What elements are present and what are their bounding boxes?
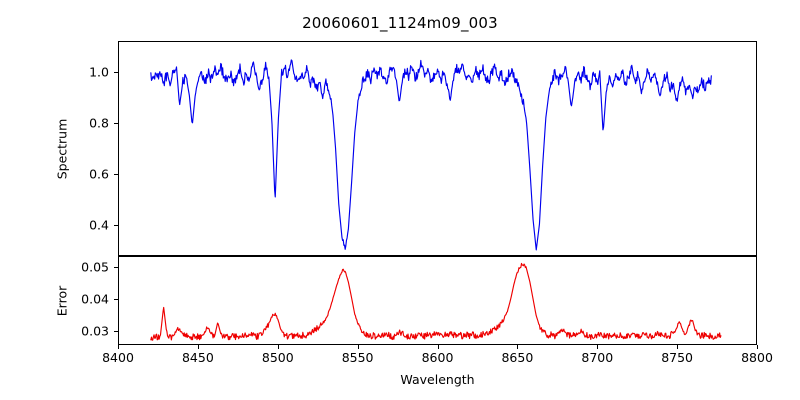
wavelength-tick-mark bbox=[517, 345, 519, 349]
wavelength-tick-label: 8600 bbox=[421, 350, 454, 365]
wavelength-tick-mark bbox=[757, 345, 759, 349]
wavelength-tick-mark bbox=[437, 345, 439, 349]
wavelength-tick-mark bbox=[357, 345, 359, 349]
wavelength-tick-label: 8500 bbox=[261, 350, 294, 365]
wavelength-tick-label: 8700 bbox=[581, 350, 614, 365]
wavelength-tick-mark bbox=[677, 345, 679, 349]
wavelength-tick-label: 8750 bbox=[661, 350, 693, 365]
error-ytick-label: 0.03 bbox=[81, 323, 109, 339]
wavelength-axis-label: Wavelength bbox=[400, 372, 475, 387]
spectrum-axis-label-text: Spectrum bbox=[54, 118, 70, 179]
wavelength-tick-label: 8650 bbox=[501, 350, 534, 365]
figure-title: 20060601_1124m09_003 bbox=[302, 14, 498, 32]
spectrum-ytick-label: 1.0 bbox=[89, 64, 109, 80]
error-series bbox=[119, 257, 756, 344]
spectrum-ytick-label: 0.4 bbox=[89, 217, 109, 233]
wavelength-tick-mark bbox=[277, 345, 279, 349]
wavelength-tick-label: 8400 bbox=[102, 350, 134, 365]
error-axis-label-text: Error bbox=[54, 285, 70, 316]
wavelength-tick-label: 8450 bbox=[181, 350, 214, 365]
spectrum-plot-area bbox=[118, 41, 757, 256]
error-plot-area bbox=[118, 256, 757, 345]
wavelength-tick-label: 8550 bbox=[341, 350, 374, 365]
wavelength-tick-label: 8800 bbox=[741, 350, 773, 365]
wavelength-tick-mark bbox=[197, 345, 199, 349]
wavelength-tick-mark bbox=[118, 345, 120, 349]
wavelength-tick-mark bbox=[597, 345, 599, 349]
error-ytick-label: 0.05 bbox=[81, 259, 109, 275]
spectrum-series bbox=[119, 42, 756, 255]
